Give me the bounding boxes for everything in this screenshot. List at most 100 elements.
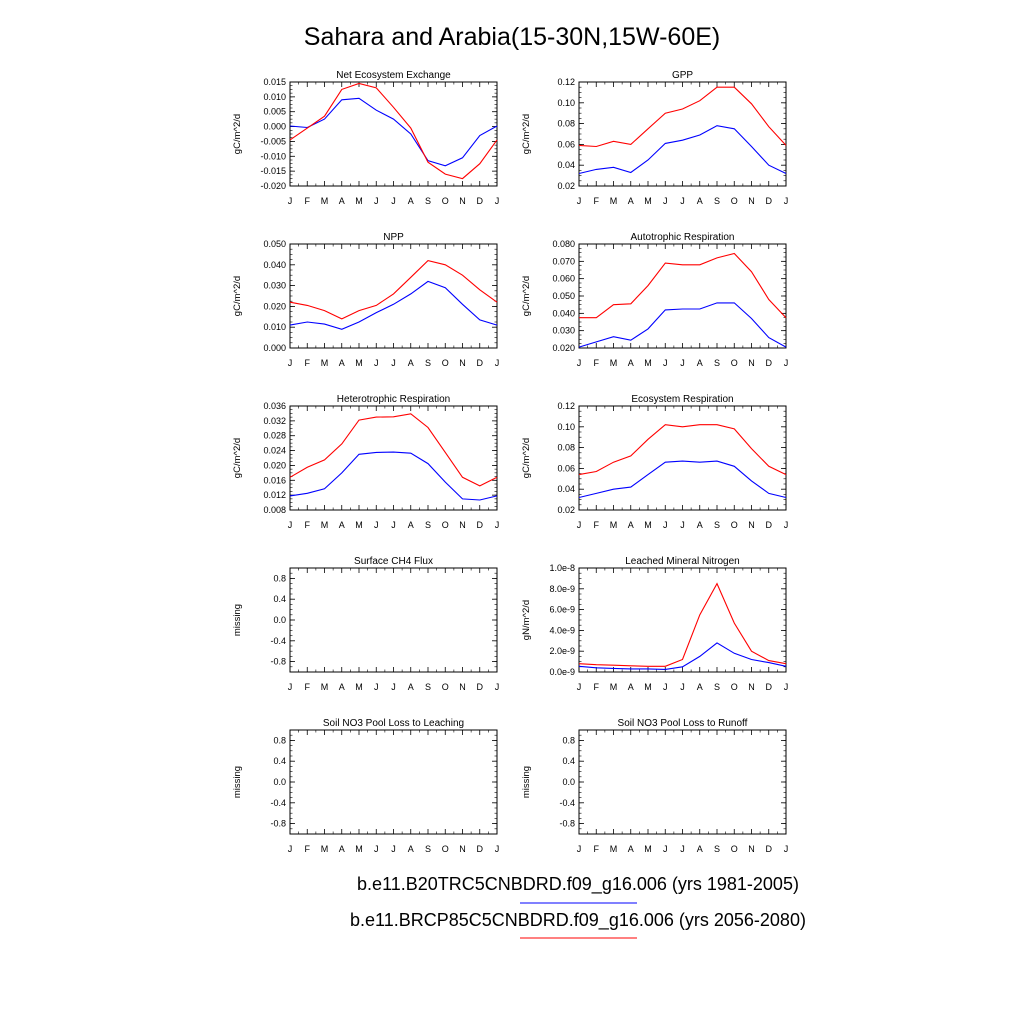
- y-axis-label: gC/m^2/d: [521, 114, 532, 154]
- x-tick-label: N: [748, 682, 755, 692]
- y-tick-label: 0.10: [557, 98, 575, 108]
- x-tick-label: A: [339, 682, 345, 692]
- x-tick-label: S: [714, 520, 720, 530]
- y-tick-label: 0.020: [552, 343, 575, 353]
- y-tick-label: 0.040: [552, 308, 575, 318]
- y-tick-label: 0.000: [263, 122, 286, 132]
- x-tick-label: N: [748, 196, 755, 206]
- y-tick-label: 0.04: [557, 160, 575, 170]
- panel-title: Soil NO3 Pool Loss to Runoff: [618, 718, 748, 729]
- x-tick-label: A: [408, 844, 414, 854]
- y-axis-label: gC/m^2/d: [232, 438, 243, 478]
- x-tick-label: S: [425, 358, 431, 368]
- y-tick-label: 0.06: [557, 139, 575, 149]
- y-tick-label: 0.0: [273, 777, 286, 787]
- x-tick-label: S: [425, 520, 431, 530]
- y-axis-label: missing: [232, 604, 243, 636]
- x-tick-label: F: [305, 520, 311, 530]
- y-tick-label: 0.04: [557, 484, 575, 494]
- x-tick-label: J: [577, 520, 582, 530]
- x-tick-label: J: [391, 358, 396, 368]
- x-tick-label: J: [288, 844, 293, 854]
- x-tick-label: S: [714, 682, 720, 692]
- series-line-blue: [289, 451, 498, 501]
- x-tick-label: N: [459, 520, 466, 530]
- plot-frame: [578, 567, 787, 673]
- y-tick-label: 0.005: [263, 107, 286, 117]
- y-tick-label: 0.020: [263, 301, 286, 311]
- x-tick-label: J: [784, 520, 789, 530]
- x-tick-label: M: [644, 196, 652, 206]
- y-tick-label: -0.8: [559, 819, 575, 829]
- x-tick-label: J: [577, 682, 582, 692]
- x-tick-label: A: [408, 682, 414, 692]
- x-tick-label: J: [391, 682, 396, 692]
- x-tick-label: J: [680, 358, 685, 368]
- series-line-red: [578, 582, 787, 667]
- x-tick-label: J: [577, 358, 582, 368]
- x-tick-label: M: [644, 682, 652, 692]
- x-tick-label: J: [288, 358, 293, 368]
- y-axis-label: gC/m^2/d: [521, 276, 532, 316]
- x-tick-label: N: [459, 196, 466, 206]
- x-tick-label: M: [321, 682, 329, 692]
- x-tick-label: F: [305, 682, 311, 692]
- y-tick-label: 0.040: [263, 260, 286, 270]
- y-tick-label: -0.8: [270, 657, 286, 667]
- y-tick-label: -0.4: [270, 798, 286, 808]
- x-tick-label: J: [495, 844, 500, 854]
- x-tick-label: A: [339, 196, 345, 206]
- panel-title: Heterotrophic Respiration: [337, 394, 450, 405]
- x-tick-label: O: [731, 196, 738, 206]
- y-tick-label: 0.008: [263, 505, 286, 515]
- x-tick-label: O: [731, 520, 738, 530]
- y-tick-label: 0.036: [263, 401, 286, 411]
- y-tick-label: 8.0e-9: [549, 584, 575, 594]
- y-tick-label: 4.0e-9: [549, 625, 575, 635]
- x-tick-label: S: [425, 196, 431, 206]
- y-tick-label: -0.010: [260, 151, 286, 161]
- x-tick-label: M: [610, 844, 618, 854]
- x-tick-label: J: [663, 358, 668, 368]
- x-tick-label: M: [355, 196, 363, 206]
- x-tick-label: M: [355, 682, 363, 692]
- panel-title: Net Ecosystem Exchange: [336, 70, 451, 81]
- x-tick-label: O: [731, 682, 738, 692]
- plot-frame: [578, 243, 787, 349]
- page-title: Sahara and Arabia(15-30N,15W-60E): [304, 23, 720, 51]
- x-tick-label: J: [391, 196, 396, 206]
- x-tick-label: M: [610, 358, 618, 368]
- x-tick-label: A: [697, 196, 703, 206]
- x-tick-label: J: [288, 520, 293, 530]
- plot-frame: [289, 243, 498, 349]
- y-axis-label: gN/m^2/d: [521, 600, 532, 640]
- x-tick-label: F: [305, 196, 311, 206]
- x-tick-label: J: [495, 520, 500, 530]
- y-tick-label: 0.8: [562, 735, 575, 745]
- panel-title: NPP: [383, 232, 404, 243]
- panel-title: Leached Mineral Nitrogen: [625, 556, 740, 567]
- x-tick-label: S: [425, 844, 431, 854]
- y-tick-label: 0.10: [557, 422, 575, 432]
- y-axis-label: gC/m^2/d: [232, 276, 243, 316]
- x-tick-label: J: [495, 196, 500, 206]
- x-tick-label: A: [697, 844, 703, 854]
- x-tick-label: S: [714, 358, 720, 368]
- series-line-blue: [578, 125, 787, 175]
- x-tick-label: N: [748, 844, 755, 854]
- series-line-red: [289, 82, 498, 180]
- series-line-blue: [289, 97, 498, 167]
- series-line-blue: [578, 642, 787, 670]
- x-tick-label: J: [663, 844, 668, 854]
- series-line-red: [579, 252, 787, 319]
- y-tick-label: 0.4: [273, 594, 286, 604]
- x-tick-label: O: [442, 682, 449, 692]
- plot-frame: [578, 729, 787, 835]
- x-tick-label: O: [442, 520, 449, 530]
- x-tick-label: J: [391, 520, 396, 530]
- y-tick-label: 0.020: [263, 460, 286, 470]
